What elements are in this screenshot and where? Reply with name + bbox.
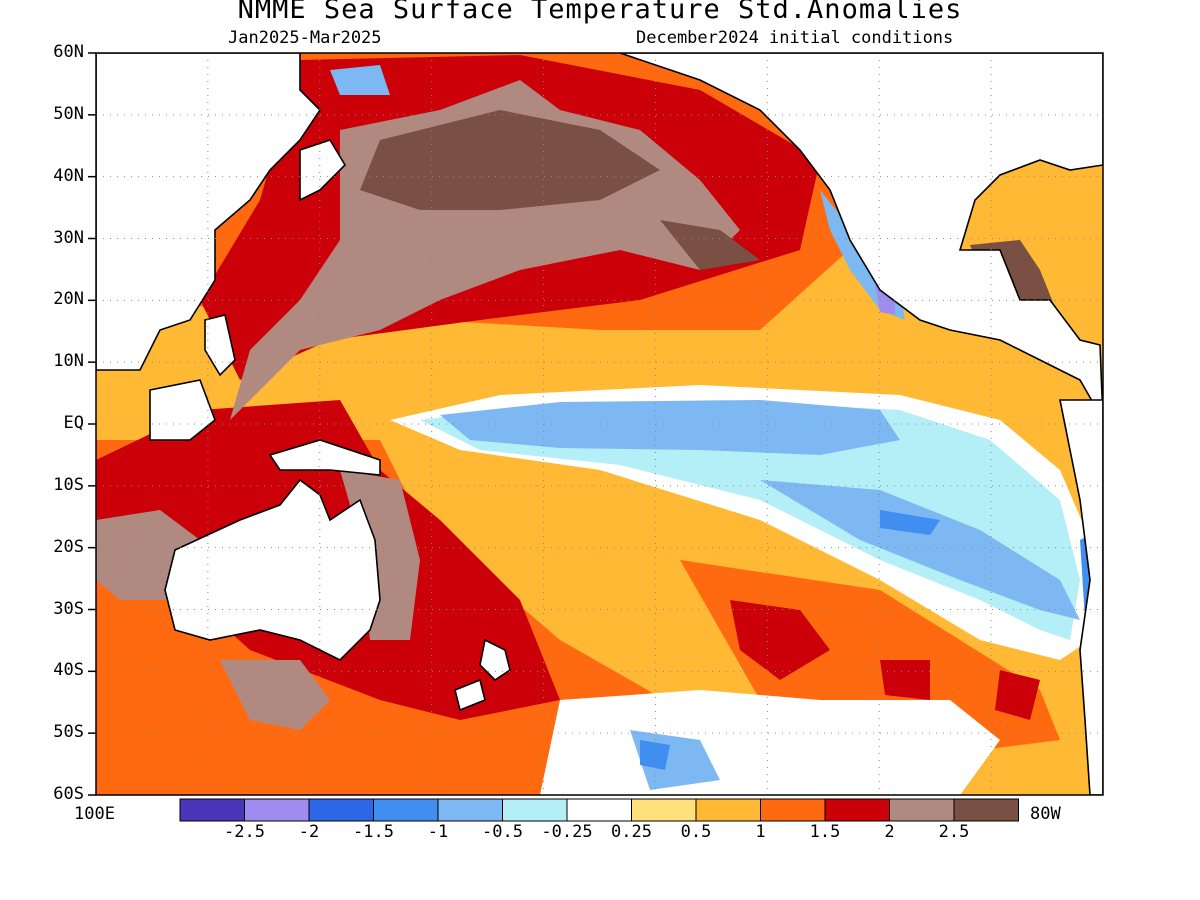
lat-label: 20S	[53, 536, 84, 557]
colorbar-swatch	[566, 798, 632, 822]
north-pacific-max	[360, 110, 660, 210]
north-america-land	[619, 53, 1103, 421]
colorbar-swatch	[631, 798, 697, 822]
new-guinea-land	[268, 439, 381, 476]
lat-label: 50N	[53, 103, 84, 124]
cool-tongue-light	[420, 400, 1080, 640]
lon-label-left: 100E	[74, 804, 115, 824]
southeast-cool	[760, 480, 1080, 620]
colorbar-swatch	[179, 798, 245, 822]
lat-label: 10S	[53, 474, 84, 495]
initial-conditions: December2024 initial conditions	[636, 28, 954, 48]
colorbar-swatch	[373, 798, 439, 822]
colorbar-swatch	[953, 798, 1019, 822]
colorbar-label: -0.5	[482, 822, 523, 842]
asia-land	[96, 53, 322, 371]
cool-tongue-core	[440, 400, 900, 455]
lat-label: 40S	[53, 660, 84, 681]
lat-label: 40N	[53, 165, 84, 186]
anomaly-field	[96, 53, 1103, 795]
map-title: NMME Sea Surface Temperature Std.Anomali…	[237, 0, 963, 25]
tasman-extreme	[220, 660, 330, 730]
colorbar-label: 1.5	[809, 822, 841, 842]
colorbar-label: -1.5	[353, 822, 394, 842]
okhotsk-cool	[330, 65, 390, 95]
colorbar-swatch	[695, 798, 761, 822]
colorbar-label: 0.5	[680, 822, 712, 842]
colorbar-label: 2	[884, 822, 895, 842]
south-america-land	[1059, 399, 1103, 795]
lat-label: 60N	[53, 42, 84, 62]
lat-label: 10N	[53, 351, 84, 372]
philippines-land	[204, 314, 236, 377]
colorbar-swatch	[308, 798, 374, 822]
south-hot-patch-2	[880, 660, 930, 700]
nz-north-land	[479, 638, 511, 682]
colorbar-label: -2	[298, 822, 320, 842]
lat-label: EQ	[63, 413, 84, 433]
colorbar-swatch	[760, 798, 826, 822]
colorbar-label: -1	[427, 822, 449, 842]
colorbar-swatch	[244, 798, 310, 822]
grid	[96, 53, 1103, 795]
colorbar-label: 2.5	[938, 822, 970, 842]
colorbar	[179, 798, 1019, 822]
north-pacific-max-2	[660, 220, 760, 270]
lat-label: 50S	[53, 722, 84, 743]
colorbar-label: -2.5	[224, 822, 265, 842]
southeast-cool-core	[880, 510, 940, 535]
colorbar-label: 0.25	[611, 822, 652, 842]
lat-label: 60S	[53, 784, 84, 804]
australia-land	[164, 478, 381, 661]
japan-land	[299, 139, 347, 202]
south-hot-patch-3	[995, 670, 1040, 720]
lat-label: 30S	[53, 598, 84, 619]
southern-neutral	[540, 690, 1000, 795]
colorbar-swatch	[502, 798, 568, 822]
colorbar-label: 1	[755, 822, 766, 842]
land	[96, 53, 1103, 795]
lat-label: 20N	[53, 289, 84, 310]
southern-cool-core	[640, 740, 670, 770]
lat-ticks	[88, 52, 96, 796]
colorbar-swatch	[889, 798, 955, 822]
lat-label: 30N	[53, 227, 84, 248]
nz-south-land	[454, 678, 486, 712]
colorbar-label: -0.25	[541, 822, 593, 842]
south-hot-patch-1	[730, 600, 830, 680]
colorbar-swatch	[437, 798, 503, 822]
forecast-period: Jan2025-Mar2025	[228, 28, 382, 48]
colorbar-swatch	[824, 798, 890, 822]
lon-label-right: 80W	[1030, 804, 1061, 824]
borneo-land	[149, 379, 216, 441]
